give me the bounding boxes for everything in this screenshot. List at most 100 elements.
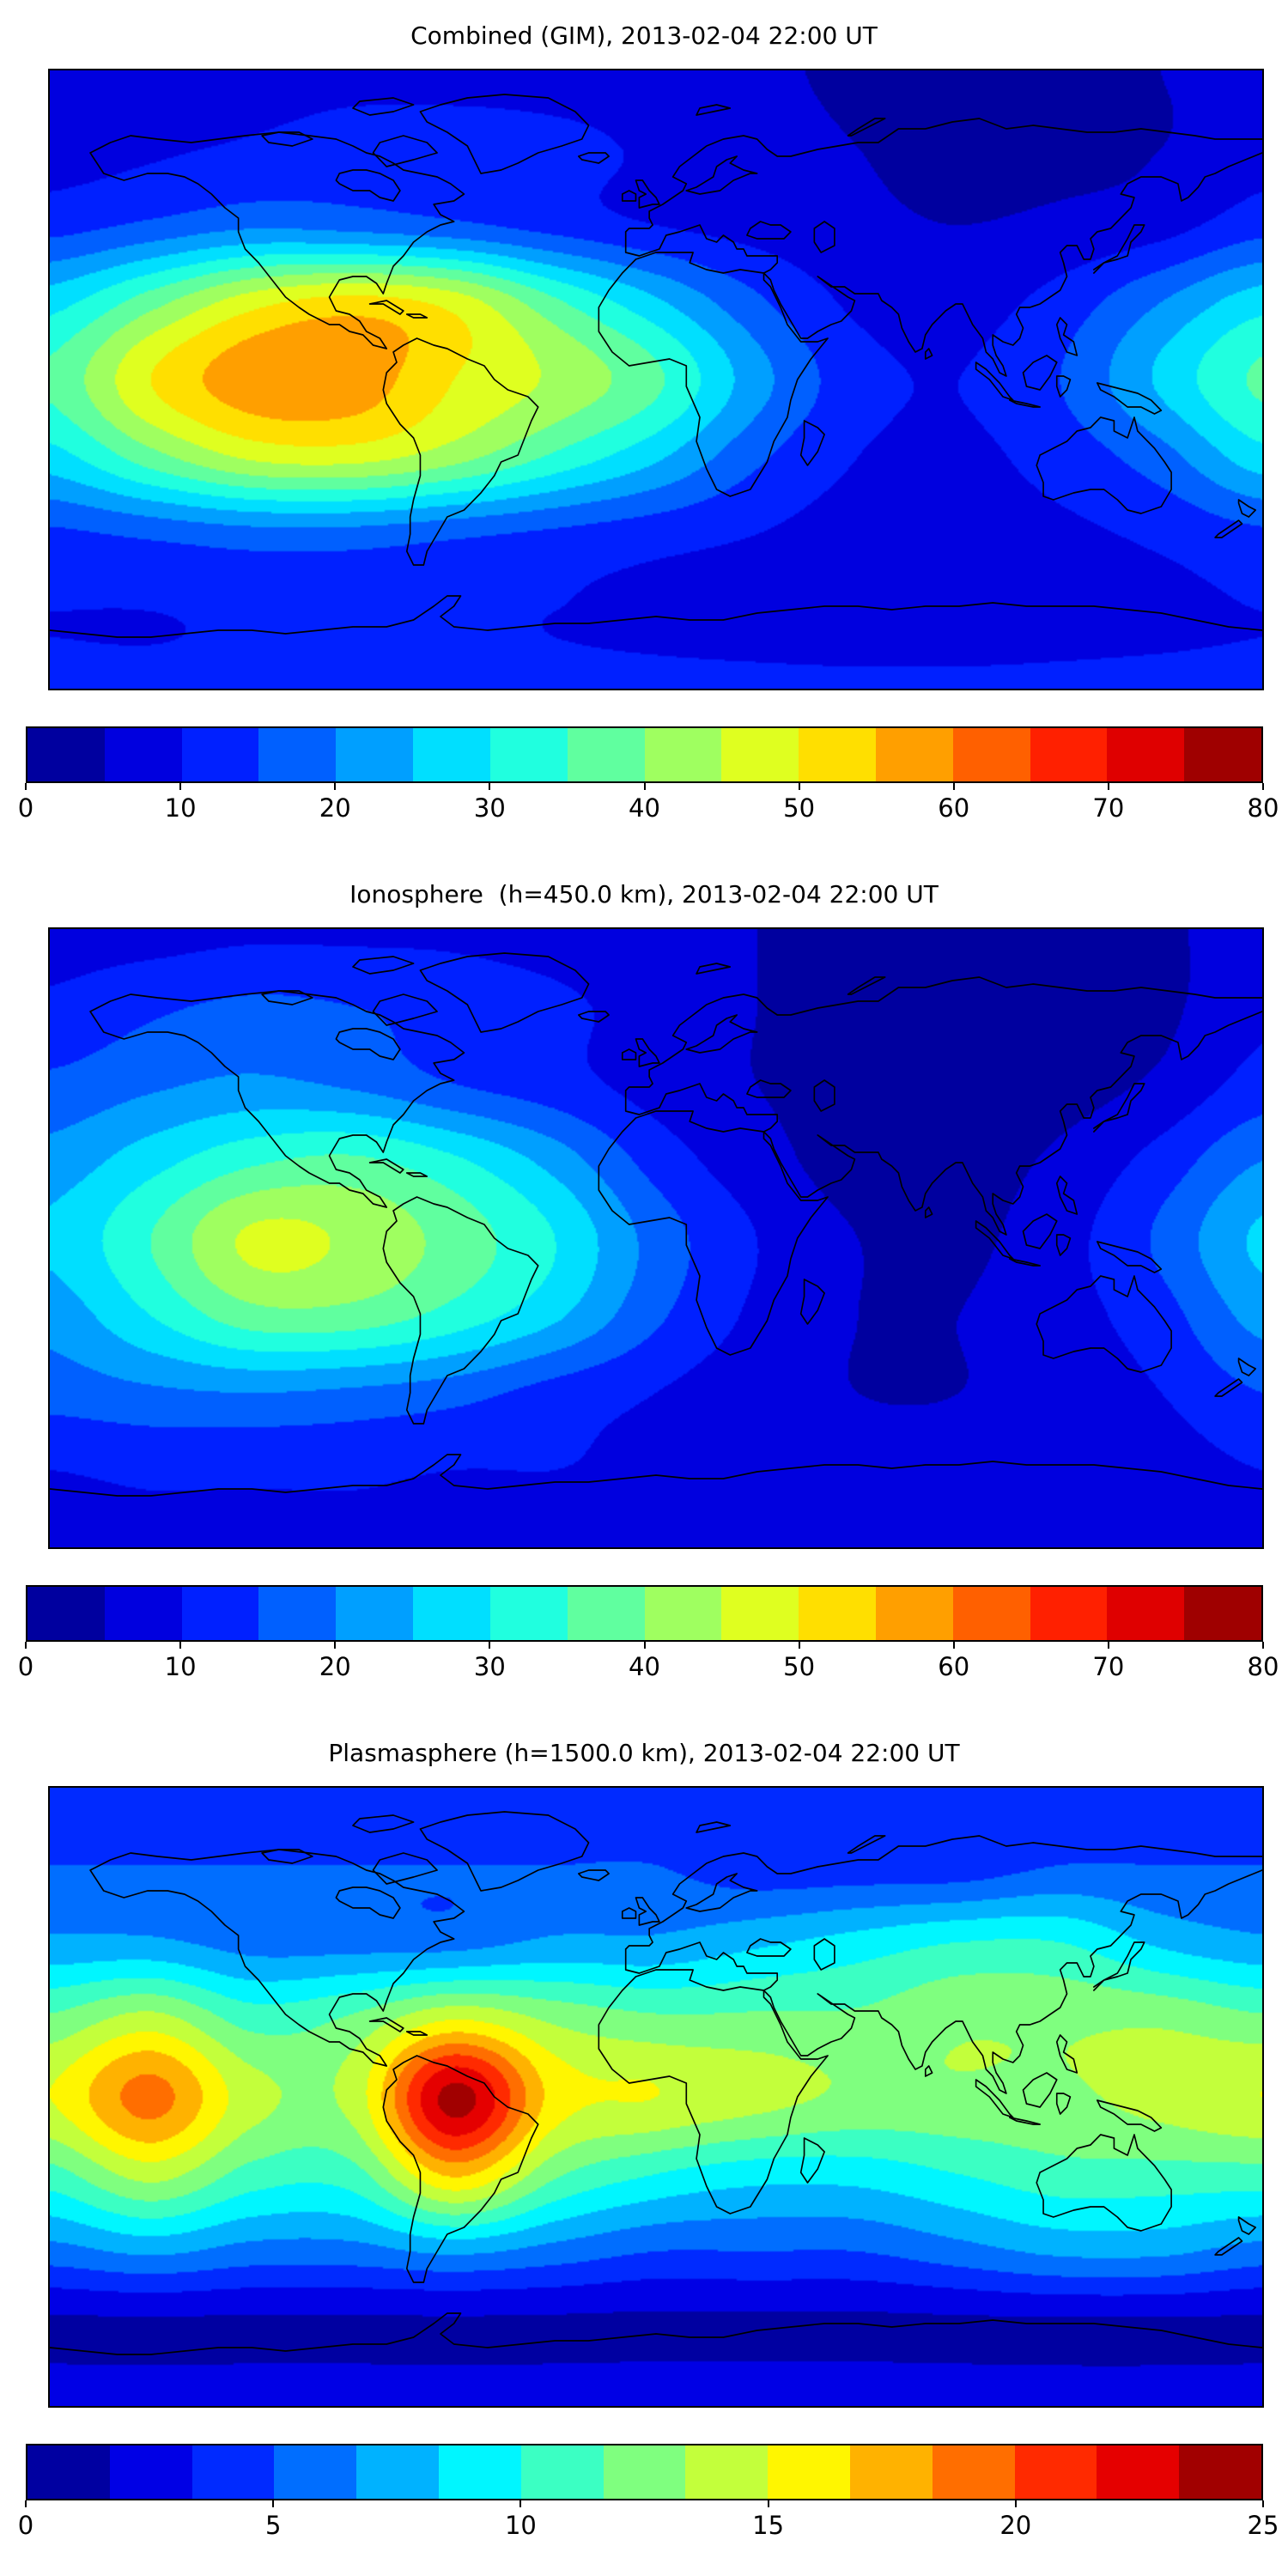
colorbar-tickmark xyxy=(643,783,646,790)
colorbar-segment xyxy=(27,1587,105,1640)
colorbar-tickmark xyxy=(272,2500,275,2507)
coastline xyxy=(335,1886,401,1919)
coastline xyxy=(382,1196,539,1425)
colorbar-segment xyxy=(603,2445,686,2499)
coastline xyxy=(598,252,829,497)
colorbar-segment xyxy=(191,2445,275,2499)
colorbar-tick-label: 0 xyxy=(17,2511,34,2540)
colorbar-segment xyxy=(489,728,568,781)
colorbar-segment xyxy=(1014,2445,1097,2499)
colorbar-tick-label: 30 xyxy=(473,793,506,823)
colorbar-tickmark xyxy=(798,1642,800,1649)
coastline xyxy=(1237,1358,1256,1376)
contour-field xyxy=(50,70,1262,689)
colorbar-tick-label: 20 xyxy=(319,1652,351,1681)
coastline xyxy=(1093,1941,1145,1991)
coastline xyxy=(621,1048,637,1060)
coastline xyxy=(847,976,886,995)
coastline xyxy=(1009,399,1041,408)
coastline xyxy=(352,97,415,116)
coastline xyxy=(1055,375,1072,398)
colorbar-tickmark xyxy=(334,1642,337,1649)
colorbar-tickmark xyxy=(798,783,800,790)
coastline xyxy=(1096,1241,1163,1273)
colorbar-segment xyxy=(567,1587,645,1640)
coastline xyxy=(1237,2216,1256,2235)
colorbar-tick-label: 5 xyxy=(264,2511,282,2540)
colorbar-tick-label: 50 xyxy=(783,1652,816,1681)
coastline xyxy=(635,179,660,209)
coastline xyxy=(1009,2117,1041,2125)
coastline xyxy=(624,152,1262,377)
coastline xyxy=(1036,416,1172,514)
coastline xyxy=(261,131,313,147)
coastline xyxy=(621,1907,637,1919)
coastline xyxy=(577,1011,610,1023)
panel-title: Plasmasphere (h=1500.0 km), 2013-02-04 2… xyxy=(328,1739,960,1767)
colorbar-segment xyxy=(768,2445,850,2499)
coastline xyxy=(89,1849,465,2067)
colorbar-tick-label: 25 xyxy=(1247,2511,1279,2540)
colorbar-tick-label: 0 xyxy=(17,793,34,823)
colorbar-tick-label: 60 xyxy=(938,1652,970,1681)
colorbar-tick-label: 70 xyxy=(1092,1652,1125,1681)
colorbar-segment xyxy=(413,1587,490,1640)
coastline xyxy=(577,152,610,164)
coastline xyxy=(685,155,758,195)
colorbar-tickmark xyxy=(25,1642,27,1649)
coastlines-overlay xyxy=(50,94,1262,638)
coastline xyxy=(924,1206,933,1218)
coastline xyxy=(405,313,428,319)
colorbar-segment xyxy=(567,728,645,781)
colorbar-tick-label: 40 xyxy=(629,793,660,823)
coastline xyxy=(1096,2099,1163,2132)
colorbar-segment xyxy=(875,1587,953,1640)
colorbar-tick-labels: 0 10 20 30 40 50 60 70 80 xyxy=(18,783,1279,828)
coastline xyxy=(685,1873,758,1912)
coastline xyxy=(975,2079,1014,2118)
coastline xyxy=(847,1835,886,1854)
coastline xyxy=(598,1969,829,2215)
colorbar-segment xyxy=(181,728,259,781)
colorbar-tick-labels: 0 10 20 30 40 50 60 70 80 xyxy=(18,1642,1279,1686)
colorbar-segment xyxy=(1097,2445,1180,2499)
coastline xyxy=(1055,1234,1072,1256)
colorbar-tickmark xyxy=(1262,783,1264,790)
coastline xyxy=(352,956,415,975)
map-plot xyxy=(48,69,1264,690)
coastline xyxy=(382,2055,539,2283)
panel-ionosphere: Ionosphere (h=450.0 km), 2013-02-04 22:0… xyxy=(0,859,1288,1717)
colorbar-segment xyxy=(27,728,105,781)
colorbar-segment xyxy=(520,2445,604,2499)
colorbar-segment xyxy=(1179,2445,1261,2499)
colorbar-tick-label: 10 xyxy=(164,793,197,823)
colorbar-tickmark xyxy=(179,1642,182,1649)
map-plot xyxy=(48,927,1264,1549)
colorbar-tickmark xyxy=(25,783,27,790)
coastline xyxy=(975,361,1014,401)
colorbar-tickmark xyxy=(1107,1642,1109,1649)
colorbar-segment xyxy=(721,728,799,781)
coastline xyxy=(624,118,1262,233)
coastline xyxy=(1036,1275,1172,1373)
colorbar-tick-labels: 0 5 10 15 20 25 xyxy=(18,2500,1279,2545)
colorbar-tick-label: 50 xyxy=(783,793,816,823)
contour-field xyxy=(50,929,1262,1547)
colorbar-segment xyxy=(1107,1587,1185,1640)
coastline xyxy=(577,1869,610,1881)
colorbar-tick-label: 40 xyxy=(629,1652,660,1681)
colorbar xyxy=(26,1585,1263,1642)
colorbar-tick-label: 20 xyxy=(319,793,351,823)
coastline xyxy=(746,221,792,240)
colorbar-segment xyxy=(875,728,953,781)
coastline xyxy=(1214,2237,1243,2256)
coastline xyxy=(419,1811,590,1892)
colorbar-segment xyxy=(1184,728,1261,781)
coastline xyxy=(50,2312,1262,2355)
coastline xyxy=(635,1038,660,1067)
colorbar-segment xyxy=(644,1587,722,1640)
colorbar-tickmark xyxy=(767,2500,769,2507)
colorbar-tick-label: 20 xyxy=(999,2511,1032,2540)
colorbar-segment xyxy=(952,728,1030,781)
